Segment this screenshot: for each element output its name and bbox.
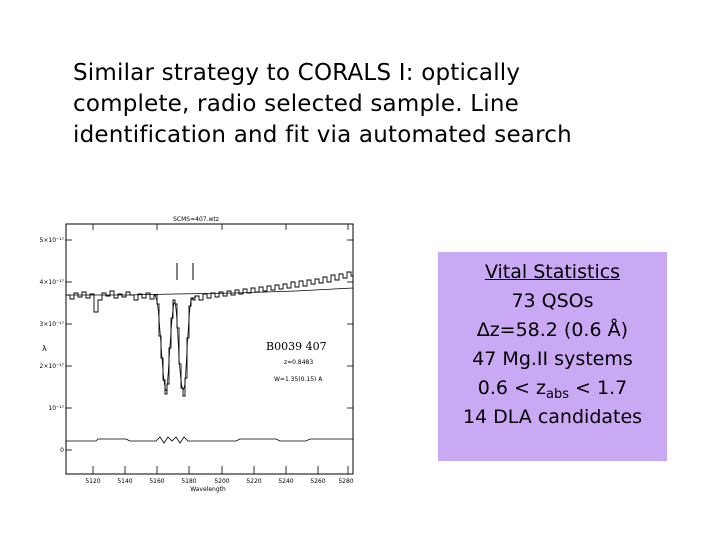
x-tick-label: 5180	[181, 478, 196, 485]
z-range-suffix: < 1.7	[568, 377, 628, 399]
stats-qso-count: 73 QSOs	[511, 290, 594, 312]
spectrum-figure: SCMS=407.wtz 5×10⁻¹⁷ 4×10⁻¹⁷ 3×10⁻¹⁷ 2×1…	[40, 216, 354, 493]
stats-dla: 14 DLA candidates	[462, 406, 643, 428]
x-tick-label: 5160	[149, 478, 164, 485]
x-tick-label: 5200	[214, 478, 229, 485]
stats-delta-z: ∆z=58.2 (0.6 Å)	[476, 319, 629, 341]
x-tick-label: 5220	[246, 478, 261, 485]
equivalent-width-label: W=1.35(0.15) A	[274, 376, 323, 383]
y-tick-label: 10⁻¹⁷	[48, 405, 64, 412]
y-tick-label: 5×10⁻¹⁷	[40, 237, 65, 244]
object-name: B0039 407	[266, 340, 327, 353]
text-line-3: identification and fit via automated sea…	[73, 122, 572, 148]
redshift-label: z=0.8483	[284, 359, 313, 366]
x-tick-label: 5240	[278, 478, 293, 485]
x-tick-label: 5260	[310, 478, 325, 485]
z-range-subscript: abs	[545, 387, 569, 402]
line-id-markers	[176, 263, 194, 280]
text-line-2: complete, radio selected sample. Line	[73, 91, 519, 117]
slide-text: Similar strategy to CORALS I: optically …	[73, 58, 673, 151]
x-ticks	[92, 224, 349, 474]
absorption-fit	[153, 294, 197, 391]
x-axis-label: Wavelength	[190, 486, 226, 493]
y-tick-label: 0	[60, 447, 64, 454]
vital-statistics-box: Vital Statistics 73 QSOs ∆z=58.2 (0.6 Å)…	[438, 252, 667, 461]
y-tick-label: 4×10⁻¹⁷	[40, 279, 65, 286]
text-line-1: Similar strategy to CORALS I: optically	[73, 60, 521, 86]
x-tick-label: 5140	[117, 478, 132, 485]
plot-frame	[65, 223, 354, 475]
y-tick-label: 3×10⁻¹⁷	[40, 321, 65, 328]
y-ticks	[66, 239, 353, 451]
y-tick-label: 2×10⁻¹⁷	[40, 363, 65, 370]
spectrum-data	[66, 271, 353, 397]
y-axis-label: λ	[42, 344, 47, 353]
x-tick-label: 5280	[338, 478, 353, 485]
z-range-prefix: 0.6 < z	[477, 377, 546, 399]
stats-title: Vital Statistics	[484, 261, 621, 283]
stats-mgii-systems: 47 Mg.II systems	[472, 348, 633, 370]
continuum-fit	[66, 287, 354, 296]
error-array	[66, 436, 353, 444]
stats-z-range: 0.6 < zabs < 1.7	[438, 374, 667, 403]
x-tick-label: 5120	[85, 478, 100, 485]
plot-top-label: SCMS=407.wtz	[173, 216, 219, 223]
